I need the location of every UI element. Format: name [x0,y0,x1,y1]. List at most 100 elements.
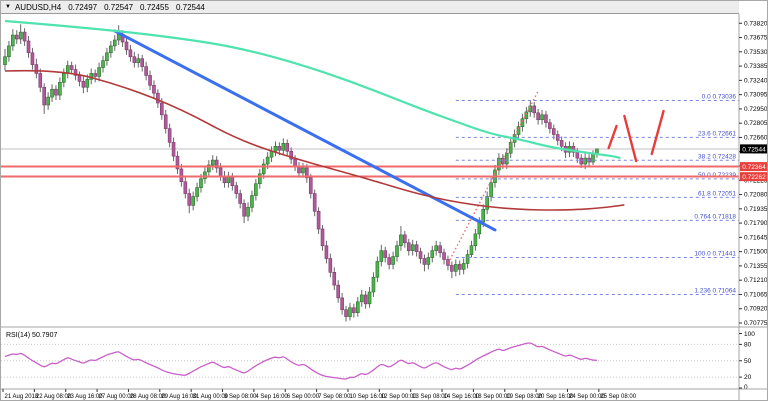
candle [179,168,184,183]
candle [320,228,325,247]
candle [234,185,239,194]
fibonacci-layer[interactable]: 0.0 0.73036 23.6 0.72661 38.2 0.72428 50.0 … [455,93,739,296]
support-price-box [740,162,767,172]
candle [336,284,341,299]
time-axis-label: 31 Aug 00:00 [193,394,229,400]
candle [73,69,78,76]
projection-line[interactable] [623,114,638,163]
rsi-axis-label: 80 [744,341,752,348]
candle [22,31,27,42]
candle [544,114,548,123]
candle [516,126,521,135]
fib-label: 100.0 0.71441 [694,250,736,257]
projection-line[interactable] [607,124,618,150]
price-axis-label: 0.72805 [744,120,768,127]
support-price-box-label: 0.72364 [742,164,766,171]
rsi-axis-label: 20 [744,374,752,381]
candle [93,73,97,77]
price-axis-label: 0.72950 [744,106,768,113]
candle [124,41,129,51]
price-axis[interactable]: 0.73820 0.73675 0.73530 0.73385 0.73240 0.730… [738,14,768,401]
time-axis-label: 23 Aug 16:00 [67,394,103,400]
price-axis-background [739,14,767,400]
time-axis-label: 18 Sep 00:00 [475,394,511,400]
candle [501,157,505,165]
fib-label: 61.8 0.72051 [698,190,736,197]
price-axis-label: 0.71645 [744,234,768,241]
candle [175,155,180,170]
ohlc-low: 0.72455 [140,2,169,12]
candle [3,56,7,65]
price-axis-label: 0.72080 [744,192,768,199]
candle [504,152,509,165]
candle [391,256,395,265]
candle [156,92,160,104]
ohlc-open: 0.72497 [68,2,98,12]
candle [230,176,235,186]
candle [214,159,219,169]
candle [481,209,486,223]
moving-averages-layer [4,19,625,211]
trendline-layer[interactable] [113,29,497,232]
price-axis-label: 0.71065 [744,291,768,298]
candle [312,193,317,212]
candle [308,177,313,194]
candle [26,40,31,54]
time-axis-label: 13 Sep 08:00 [412,394,448,400]
candle [85,79,90,88]
candle [187,193,192,206]
time-axis-label: 10 Sep 16:00 [349,394,385,400]
candle [301,167,305,174]
candle [340,297,344,311]
candle [406,242,411,251]
projection-layer[interactable] [607,109,665,163]
candle [148,75,152,86]
time-axis-label: 7 Sep 08:00 [318,394,351,400]
price-axis-label: 0.73240 [744,77,768,84]
price-axis-label: 0.73820 [744,20,768,27]
time-axis-label: 21 Aug 2018 [5,394,39,400]
support-lines-layer[interactable] [1,165,739,178]
candle [344,309,348,317]
candle [332,272,337,286]
candle [132,56,137,63]
chart-canvas[interactable]: 0.0 0.73036 23.6 0.72661 38.2 0.72428 50.0 … [1,14,768,401]
candle [242,203,246,217]
chart-menu-icon[interactable]: ▼ [5,4,11,10]
candle [548,122,552,129]
candle [203,171,207,180]
candle [46,96,50,106]
fib-label: 0.764 0.71818 [694,213,736,220]
time-axis-label: 14 Sep 16:00 [444,394,480,400]
candle [383,250,388,258]
candle [453,264,458,272]
candle [387,257,391,265]
price-axis-label: 0.73675 [744,35,768,42]
candle [473,233,478,247]
candle [508,142,513,154]
time-axis-label: 29 Aug 16:00 [161,394,197,400]
candle [54,88,58,96]
candle [442,252,446,260]
candle [355,301,360,313]
price-axis-label: 0.70920 [744,306,768,313]
candle [571,146,576,153]
time-axis-label: 27 Aug 00:00 [99,394,135,400]
candle [191,196,195,206]
price-axis-label: 0.71210 [744,277,768,284]
dotted-uptrend-line[interactable] [447,90,539,264]
candle [575,151,580,159]
candle [399,234,403,247]
candle [128,49,133,58]
projection-line[interactable] [650,109,665,156]
candle [379,250,384,262]
dotted-trendline-layer[interactable] [447,90,539,264]
downtrend-line[interactable] [113,29,497,232]
candle [207,164,211,173]
price-axis-label: 0.72660 [744,134,768,141]
candle [11,34,15,47]
price-axis-label: 0.71355 [744,263,768,270]
candle [226,176,231,184]
